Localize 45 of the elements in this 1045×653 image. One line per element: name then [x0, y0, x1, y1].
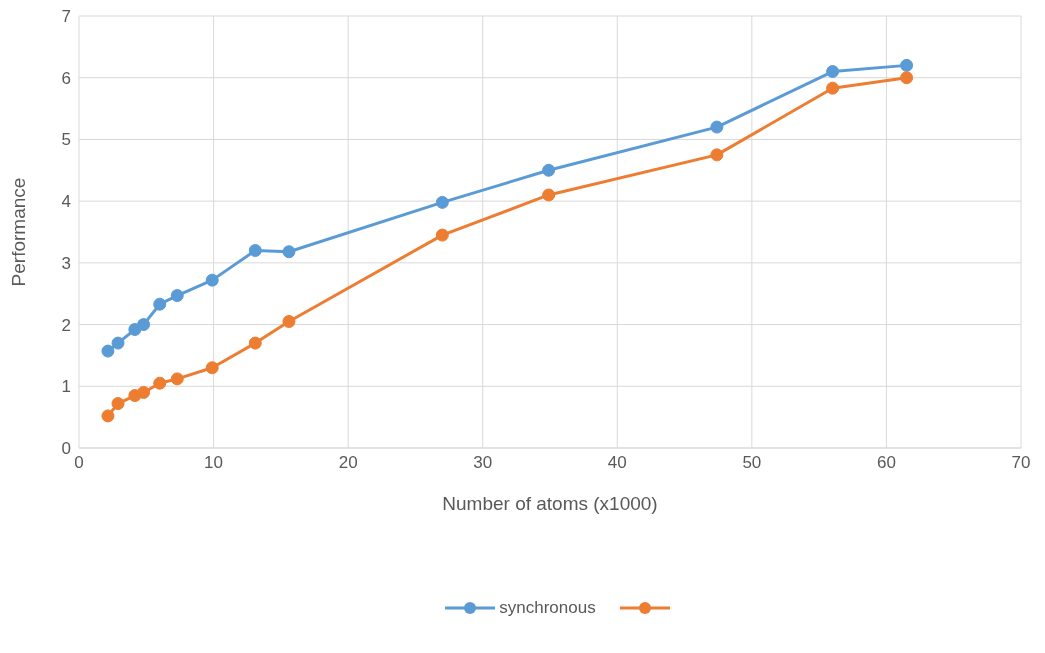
- point: [826, 65, 840, 79]
- point: [435, 228, 449, 242]
- point: [170, 289, 184, 303]
- point: [900, 58, 914, 72]
- point: [900, 71, 914, 85]
- x-tick-label: 40: [607, 453, 627, 473]
- point: [435, 195, 449, 209]
- point: [137, 318, 151, 332]
- point: [101, 344, 115, 358]
- x-tick-label: 60: [876, 453, 896, 473]
- point: [542, 163, 556, 177]
- y-tick-label: 3: [61, 253, 71, 273]
- y-tick-label: 5: [61, 130, 71, 150]
- x-tick-label: 20: [338, 453, 358, 473]
- point: [170, 372, 184, 386]
- y-tick-label: 1: [61, 377, 71, 397]
- point: [542, 188, 556, 202]
- point: [248, 244, 262, 258]
- x-tick-label: 30: [473, 453, 493, 473]
- point: [153, 376, 167, 390]
- y-tick-label: 7: [61, 7, 71, 27]
- y-tick-label: 6: [61, 68, 71, 88]
- point: [153, 297, 167, 311]
- point: [101, 409, 115, 423]
- legend-label: synchronous: [499, 598, 596, 618]
- x-tick-label: 50: [742, 453, 762, 473]
- y-tick-label: 4: [61, 192, 71, 212]
- point: [111, 336, 125, 350]
- point: [282, 314, 296, 328]
- point: [205, 361, 219, 375]
- point: [282, 245, 296, 259]
- x-axis-title: Number of atoms (x1000): [442, 493, 658, 514]
- point: [248, 336, 262, 350]
- point: [826, 81, 840, 95]
- x-tick-label: 0: [74, 453, 84, 473]
- y-tick-label: 2: [61, 315, 71, 335]
- point: [710, 120, 724, 134]
- y-tick-label: 0: [61, 439, 71, 459]
- x-tick-label: 10: [204, 453, 224, 473]
- point: [111, 397, 125, 411]
- y-axis-title: Performance: [7, 177, 29, 287]
- point: [710, 148, 724, 162]
- point: [205, 273, 219, 287]
- x-tick-label: 70: [1011, 453, 1031, 473]
- point: [137, 385, 151, 399]
